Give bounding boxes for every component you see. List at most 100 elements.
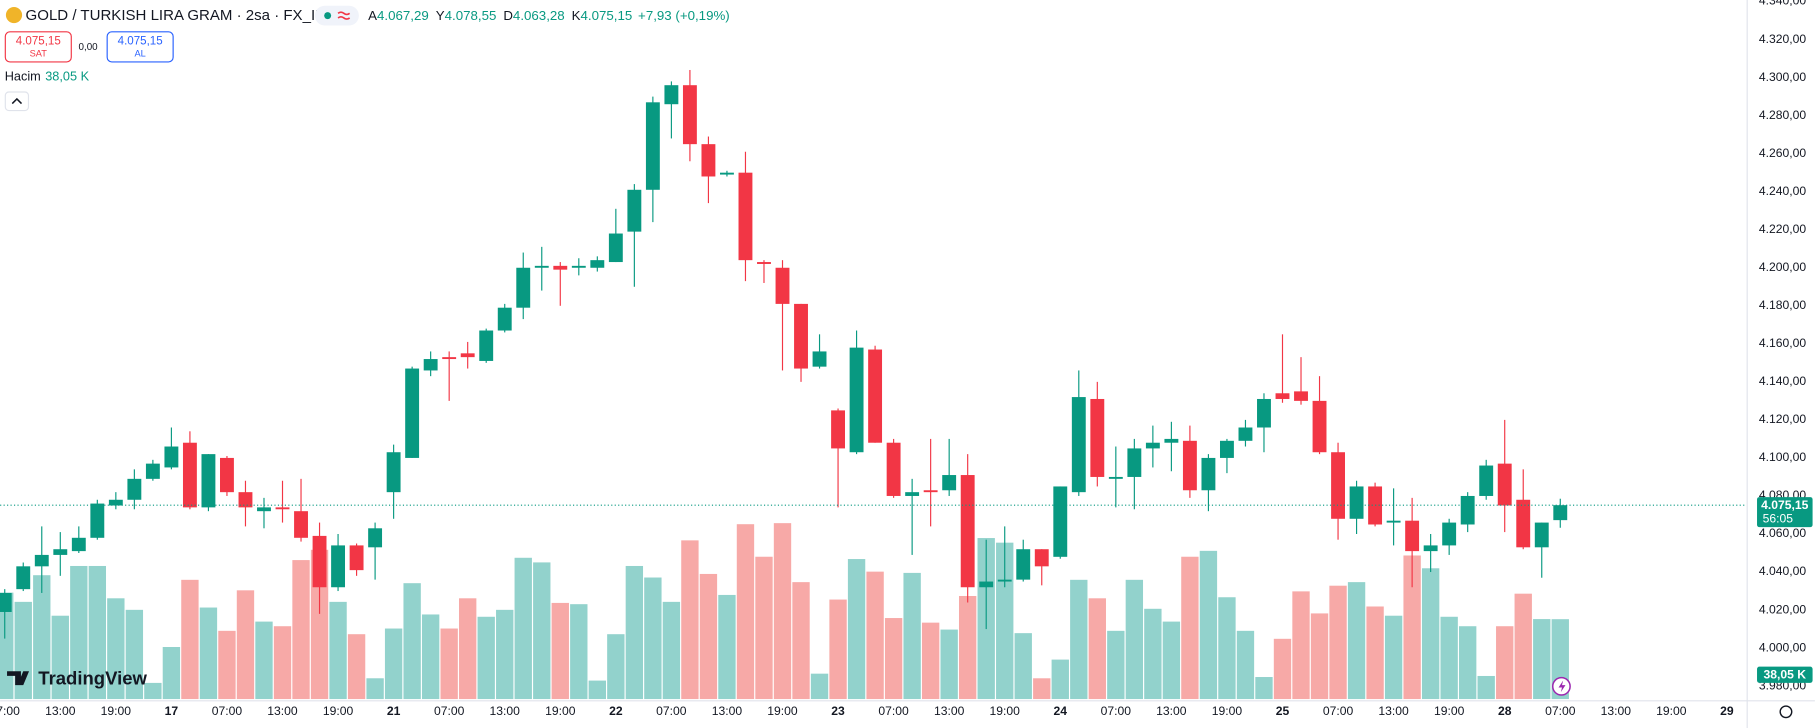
volume-bar: [236, 590, 255, 700]
candle-body: [1460, 495, 1475, 525]
volume-bar: [1458, 626, 1477, 700]
y-tick-label: 4.280,00: [1759, 108, 1807, 122]
x-tick-label: 07:00: [656, 704, 687, 718]
volume-indicator-label[interactable]: Hacim: [5, 68, 41, 83]
candle-body: [182, 442, 197, 508]
x-tick-label: 23: [831, 704, 845, 718]
candle-body: [1238, 427, 1253, 441]
y-tick-label: 4.320,00: [1759, 32, 1807, 46]
volume-bar: [1033, 678, 1051, 700]
sell-button[interactable]: [4, 31, 72, 63]
last-volume-tag: [1757, 666, 1813, 683]
candle-body: [812, 351, 827, 367]
volume-bar: [125, 609, 144, 700]
volume-bar: [1329, 585, 1347, 700]
volume-bar: [866, 571, 884, 700]
candle-body: [905, 492, 920, 496]
candle-body: [1516, 499, 1531, 548]
candle-body: [460, 353, 475, 358]
candle-body: [1071, 397, 1086, 493]
y-tick-label: 4.340,00: [1759, 0, 1807, 8]
candle-body: [1312, 400, 1327, 453]
candle-body: [368, 528, 383, 548]
volume-bar: [1199, 550, 1218, 700]
symbol-title[interactable]: GOLD / TURKISH LIRA GRAM · 2sa · FX_IDC: [26, 7, 337, 24]
candle-body: [1386, 520, 1401, 523]
candle-body: [1257, 398, 1271, 428]
x-tick-label: 17: [165, 704, 179, 718]
volume-bar: [588, 680, 606, 700]
buy-price: 4.075,15: [118, 36, 163, 48]
candle-body: [34, 554, 49, 567]
volume-bar: [33, 575, 51, 700]
candle-body: [923, 490, 938, 493]
collapse-button[interactable]: [4, 91, 30, 112]
candle-body: [516, 267, 531, 308]
volume-bar: [718, 594, 736, 700]
x-tick-label: 07:00: [1101, 704, 1132, 718]
last-price-label: 4.075,15: [1761, 498, 1809, 512]
volume-bar: [403, 583, 421, 700]
volume-bar: [477, 616, 495, 700]
candle-body: [497, 307, 512, 331]
x-tick-label: 29: [1720, 704, 1734, 718]
volume-bar: [70, 565, 88, 700]
x-tick-label: 13:00: [1378, 704, 1409, 718]
y-tick-label: 4.140,00: [1759, 374, 1807, 388]
volume-bar: [996, 542, 1014, 700]
candle-body: [1294, 391, 1308, 401]
volume-bar: [1477, 675, 1495, 700]
candle-body: [608, 233, 623, 263]
x-tick-label: 07:00: [434, 704, 465, 718]
status-pill[interactable]: [314, 5, 359, 26]
sell-price: 4.075,15: [16, 36, 61, 48]
candle-body: [627, 189, 642, 232]
plot-area: [0, 69, 1746, 700]
volume-bar: [1366, 606, 1384, 700]
volume-bar: [107, 598, 125, 700]
ohlc-key: A: [368, 8, 377, 23]
candle-body: [645, 102, 660, 190]
candle-body: [997, 579, 1012, 582]
y-tick-label: 4.300,00: [1759, 70, 1807, 84]
candle-body: [71, 537, 86, 552]
candle-body: [1127, 448, 1142, 477]
candle-body: [775, 267, 790, 304]
watermark-logo: [7, 671, 30, 686]
last-price-tag: [1757, 497, 1813, 528]
candle-body: [682, 85, 697, 145]
volume-bar: [1070, 579, 1088, 700]
market-status-dot: [324, 12, 332, 20]
candle-body: [942, 475, 957, 491]
volume-indicator-value: 38,05 K: [45, 68, 89, 83]
x-tick-label: 22: [609, 704, 623, 718]
y-tick-label: 4.000,00: [1759, 640, 1807, 654]
candle-body: [257, 507, 271, 512]
volume-bar: [1218, 597, 1236, 700]
candle-body: [238, 492, 253, 508]
candle-body: [479, 330, 494, 361]
x-tick-label: 24: [1054, 704, 1068, 718]
buy-button[interactable]: [106, 31, 174, 63]
candle-body: [720, 172, 734, 175]
settings-icon[interactable]: [1779, 705, 1793, 719]
candle-body: [1182, 440, 1197, 491]
volume-bar: [1273, 638, 1292, 700]
volume-bar: [570, 604, 588, 700]
volume-bar: [533, 562, 551, 700]
volume-bar: [1181, 556, 1199, 700]
volume-bar: [1144, 608, 1162, 700]
x-tick-label: 07:00: [878, 704, 909, 718]
volume-bar: [810, 673, 829, 700]
candle-body: [590, 260, 605, 268]
x-tick-label: 07:00: [1323, 704, 1354, 718]
candle-body: [1479, 465, 1494, 496]
x-tick-label: 19:00: [767, 704, 798, 718]
volume-bar: [162, 647, 181, 700]
ohlc-value: 4.067,29: [377, 8, 429, 23]
countdown: 56:05: [1763, 511, 1794, 525]
candle-body: [275, 507, 290, 510]
watermark: TradingView: [38, 667, 147, 688]
volume-bar: [1292, 591, 1310, 700]
